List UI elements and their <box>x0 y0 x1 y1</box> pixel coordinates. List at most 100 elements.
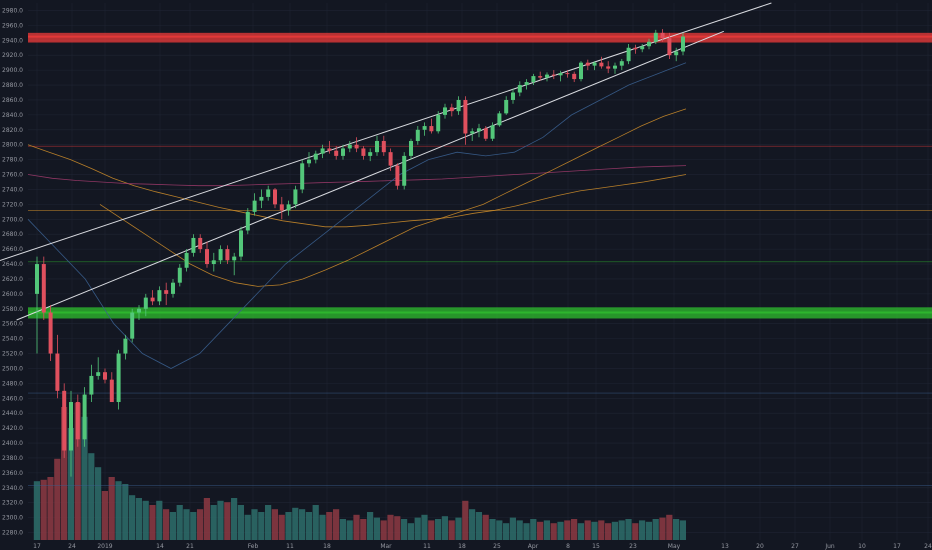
price-axis[interactable]: 2980.0 2960.0 2940.0 2920.0 2900.0 2880.0 2860… <box>2 7 23 536</box>
candle-body <box>436 114 441 132</box>
time-axis[interactable]: 17 24 2019 14 21 Feb 11 18 Mar 11 18 25 Apr 8 15 23 May 1… <box>33 543 932 550</box>
y-tick-label: 2440.0 <box>2 410 23 417</box>
y-tick-label: 2620.0 <box>2 276 23 283</box>
volume-bar <box>618 520 625 540</box>
candle-body <box>96 372 101 376</box>
candle-body <box>347 144 352 149</box>
volume-bar <box>448 520 455 540</box>
volume-bar <box>373 517 380 540</box>
volume-bar <box>673 519 680 540</box>
x-tick-label: 21 <box>186 543 194 550</box>
x-tick-label: 27 <box>791 543 799 550</box>
y-tick-label: 2580.0 <box>2 306 23 313</box>
candle-body <box>368 152 373 156</box>
y-tick-label: 2600.0 <box>2 291 23 298</box>
x-tick-label: 18 <box>458 543 466 550</box>
candle-body <box>524 82 529 86</box>
candle-body <box>490 125 495 139</box>
volume-bars <box>33 402 686 540</box>
y-tick-label: 2840.0 <box>2 112 23 119</box>
candle-body <box>239 230 243 257</box>
candle-body <box>273 189 277 205</box>
candle-body <box>55 353 60 391</box>
volume-bar <box>285 512 292 540</box>
y-tick-label: 2400.0 <box>2 440 23 447</box>
candle-body <box>354 144 359 149</box>
x-tick-label: Apr <box>528 543 539 550</box>
x-tick-label: 17 <box>33 543 41 550</box>
candle-body <box>545 74 549 78</box>
y-tick-label: 2760.0 <box>2 172 23 179</box>
volume-bar <box>632 523 639 540</box>
candle-body <box>62 390 67 451</box>
x-tick-label: 8 <box>566 543 570 550</box>
channel-lower <box>16 30 724 321</box>
y-tick-label: 2560.0 <box>2 321 23 328</box>
volume-bar <box>605 523 612 540</box>
candle-body <box>606 66 611 69</box>
candle-body <box>402 155 407 186</box>
y-tick-label: 2940.0 <box>2 37 23 44</box>
volume-bar <box>475 512 482 540</box>
candle-body <box>259 196 264 201</box>
candle-body <box>41 264 46 313</box>
horizontal-levels <box>28 32 932 486</box>
y-tick-label: 2880.0 <box>2 82 23 89</box>
y-tick-label: 2700.0 <box>2 216 23 223</box>
resistance-zone <box>28 32 932 43</box>
candle-body <box>497 113 502 126</box>
y-tick-label: 2320.0 <box>2 500 23 507</box>
volume-bar <box>88 453 95 540</box>
volume-bar <box>353 514 360 540</box>
volume-bar <box>197 509 204 540</box>
candle-body <box>429 126 434 132</box>
y-tick-label: 2360.0 <box>2 470 23 477</box>
volume-bar <box>142 500 149 540</box>
candle-body <box>300 163 305 190</box>
volume-bar <box>129 495 136 540</box>
volume-bar <box>441 516 448 540</box>
candle-body <box>150 297 155 302</box>
y-tick-label: 2740.0 <box>2 186 23 193</box>
y-tick-label: 2820.0 <box>2 127 23 134</box>
candle-body <box>198 237 203 250</box>
candle-body <box>674 51 679 56</box>
volume-bar <box>455 517 462 540</box>
candle-body <box>504 99 509 114</box>
y-tick-label: 2380.0 <box>2 455 23 462</box>
candle-body <box>109 379 114 403</box>
candle-body <box>245 211 250 231</box>
volume-bar <box>428 520 435 540</box>
volume-bar <box>183 509 190 540</box>
volume-bar <box>224 502 231 540</box>
volume-bar <box>584 520 591 540</box>
candle-body <box>293 189 298 205</box>
candle-body <box>517 85 522 93</box>
candle-body <box>177 267 182 283</box>
candle-body <box>89 375 94 395</box>
ma-20-blue <box>27 62 687 369</box>
volume-bar <box>639 520 646 540</box>
candle-body <box>470 131 475 134</box>
candle-body <box>565 73 570 75</box>
volume-bar <box>108 477 115 540</box>
candle-body <box>191 237 196 253</box>
volume-bar <box>115 481 122 540</box>
volume-bar <box>231 498 238 540</box>
candle-body <box>409 140 413 156</box>
candle-body <box>313 153 318 160</box>
volume-bar <box>210 505 217 540</box>
volume-bar <box>258 512 265 540</box>
volume-bar <box>237 505 244 540</box>
volume-bar <box>421 514 428 540</box>
candle-body <box>579 62 583 80</box>
candle-body <box>286 204 291 211</box>
candle-body <box>619 61 624 66</box>
candle-body <box>633 47 638 50</box>
volume-bar <box>319 514 326 540</box>
x-tick-label: 14 <box>156 543 164 550</box>
volume-bar <box>95 467 102 540</box>
volume-bar <box>156 500 163 540</box>
